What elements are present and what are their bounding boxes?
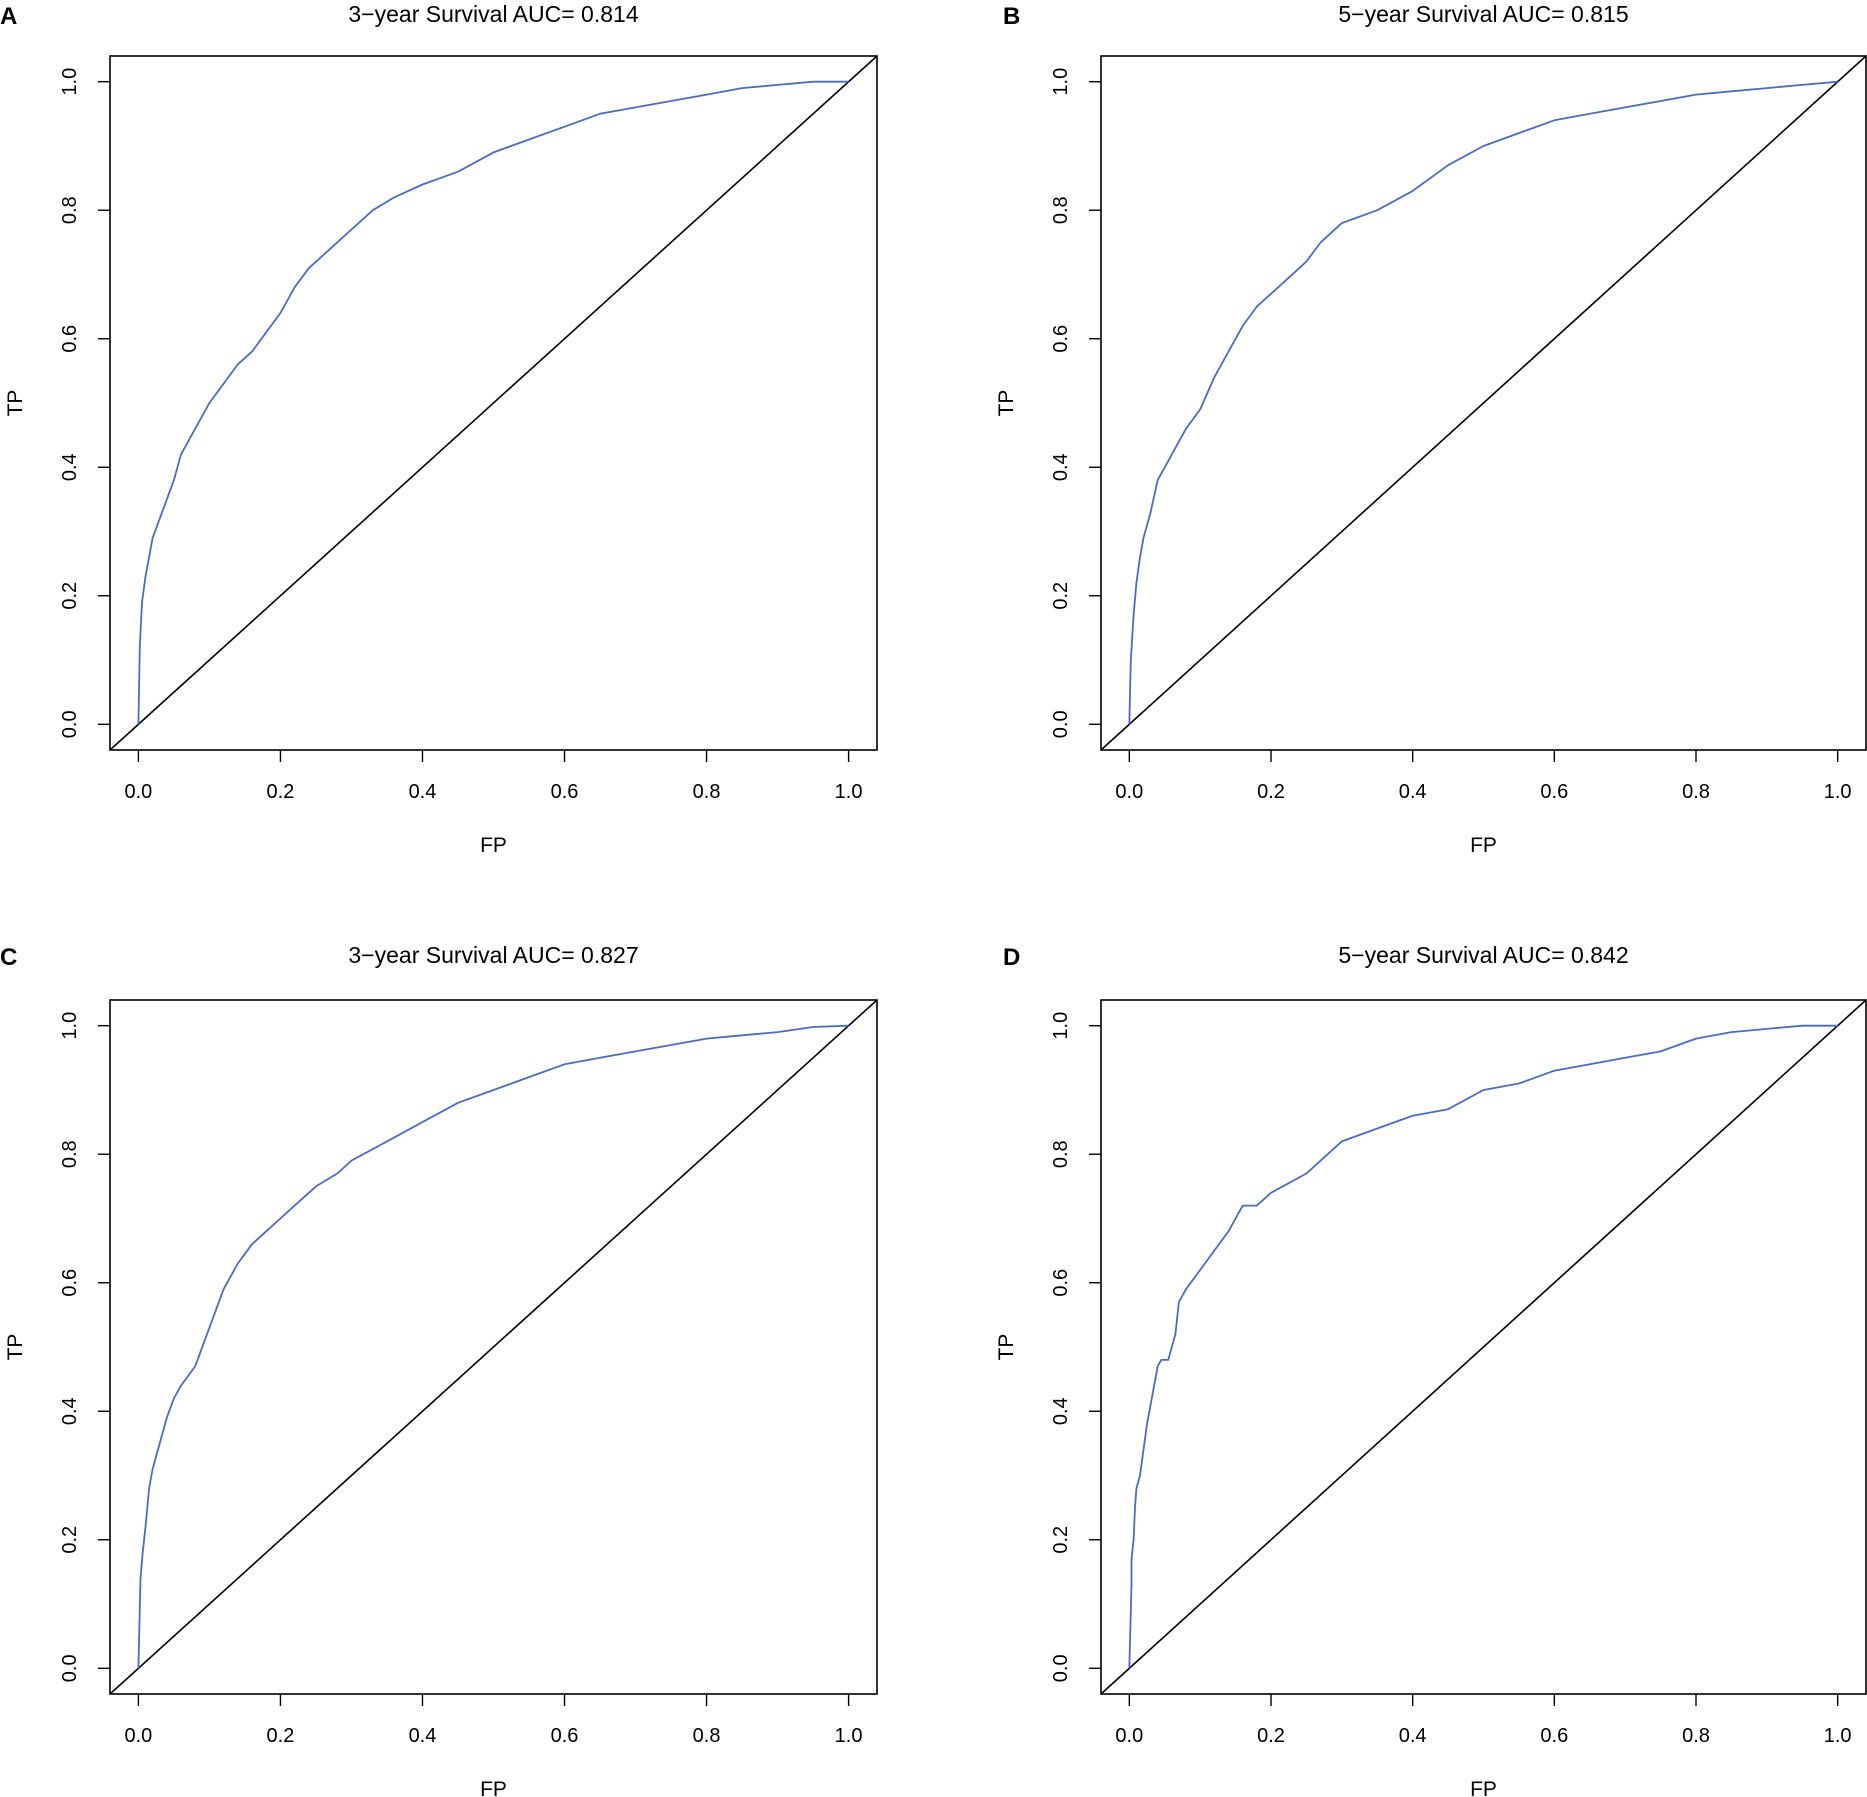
y-tick-label: 0.0 — [1050, 710, 1072, 738]
chart-title: 3−year Survival AUC= 0.814 — [348, 1, 638, 27]
y-tick-label: 0.8 — [59, 196, 81, 224]
y-axis-label: TP — [995, 390, 1018, 417]
x-tick-label: 0.8 — [1682, 1725, 1710, 1747]
x-tick-label: 0.2 — [1257, 1725, 1285, 1747]
y-tick-label: 1.0 — [1050, 68, 1072, 96]
x-tick-label: 0.0 — [125, 781, 153, 803]
y-tick-label: 0.2 — [59, 582, 81, 610]
y-tick-label: 0.6 — [59, 1269, 81, 1297]
plot-frame — [109, 55, 878, 751]
chart-title: 5−year Survival AUC= 0.842 — [1338, 942, 1628, 968]
x-tick-label: 0.2 — [267, 781, 295, 803]
y-tick-label: 1.0 — [1050, 1012, 1072, 1040]
y-tick-label: 0.0 — [59, 710, 81, 738]
x-tick-label: 0.6 — [1540, 1725, 1568, 1747]
x-tick-label: 0.4 — [1399, 1725, 1427, 1747]
x-tick-label: 0.4 — [1399, 781, 1427, 803]
y-tick-label: 0.6 — [1050, 1269, 1072, 1297]
panel-letter: D — [1003, 944, 1020, 971]
x-tick-label: 0.8 — [693, 781, 721, 803]
panel-b: B 5−year Survival AUC= 0.815 0.0 0.2 0.4 0.6 0… — [995, 1, 1867, 857]
x-tick-label: 1.0 — [835, 1725, 863, 1747]
x-tick-label: 0.2 — [267, 1725, 295, 1747]
y-tick-label: 0.2 — [1050, 1526, 1072, 1554]
x-axis-label: FP — [1470, 834, 1497, 857]
y-tick-label: 0.6 — [59, 325, 81, 353]
y-tick-label: 0.0 — [59, 1654, 81, 1682]
x-tick-label: 1.0 — [1824, 1725, 1852, 1747]
x-tick-label: 0.8 — [693, 1725, 721, 1747]
x-tick-label: 0.4 — [409, 1725, 437, 1747]
y-tick-label: 0.8 — [59, 1140, 81, 1168]
x-tick-label: 0.4 — [409, 781, 437, 803]
x-tick-label: 0.6 — [551, 781, 579, 803]
panel-letter: B — [1003, 3, 1020, 30]
x-tick-label: 1.0 — [1824, 781, 1852, 803]
x-axis-label: FP — [1470, 1778, 1497, 1797]
y-tick-label: 0.4 — [1050, 1397, 1072, 1425]
roc-curve — [137, 1024, 849, 1669]
panel-letter: C — [0, 944, 17, 971]
y-tick-label: 0.2 — [1050, 582, 1072, 610]
x-axis-label: FP — [480, 834, 507, 857]
panel-c: C 3−year Survival AUC= 0.827 0.0 0.2 0.4 0.6 0… — [0, 942, 878, 1797]
y-tick-label: 0.4 — [59, 453, 81, 481]
chart-title: 3−year Survival AUC= 0.827 — [348, 942, 638, 968]
roc-curve — [1128, 1024, 1838, 1669]
plot-frame — [1100, 999, 1867, 1695]
x-axis-label: FP — [480, 1778, 507, 1797]
x-tick-label: 0.0 — [1115, 1725, 1143, 1747]
y-tick-label: 0.4 — [59, 1397, 81, 1425]
panel-d: D 5−year Survival AUC= 0.842 0.0 0.2 0.4 0.6 0… — [995, 942, 1867, 1797]
x-tick-label: 1.0 — [835, 781, 863, 803]
y-tick-label: 0.8 — [1050, 196, 1072, 224]
roc-curve — [137, 80, 849, 725]
x-tick-label: 0.0 — [1115, 781, 1143, 803]
reference-diagonal — [110, 56, 877, 750]
roc-curve — [1128, 80, 1838, 725]
chart-title: 5−year Survival AUC= 0.815 — [1338, 1, 1628, 27]
plot-frame — [109, 999, 878, 1695]
reference-diagonal — [1101, 56, 1866, 750]
x-tick-label: 0.6 — [551, 1725, 579, 1747]
y-tick-label: 0.8 — [1050, 1140, 1072, 1168]
y-tick-label: 0.2 — [59, 1526, 81, 1554]
x-tick-label: 0.8 — [1682, 781, 1710, 803]
x-tick-label: 0.6 — [1540, 781, 1568, 803]
y-axis-label: TP — [4, 390, 27, 417]
y-tick-label: 1.0 — [59, 1012, 81, 1040]
y-tick-label: 0.0 — [1050, 1654, 1072, 1682]
y-tick-label: 0.6 — [1050, 325, 1072, 353]
x-tick-label: 0.2 — [1257, 781, 1285, 803]
y-axis-label: TP — [4, 1334, 27, 1361]
y-tick-label: 0.4 — [1050, 453, 1072, 481]
panel-a: A 3−year Survival AUC= 0.814 0.0 0.2 0.4 0.6 0… — [0, 1, 878, 857]
plot-frame — [1100, 55, 1867, 751]
x-tick-label: 0.0 — [125, 1725, 153, 1747]
y-tick-label: 1.0 — [59, 68, 81, 96]
panel-letter: A — [0, 3, 17, 30]
y-axis-label: TP — [995, 1334, 1018, 1361]
reference-diagonal — [1101, 1000, 1866, 1694]
reference-diagonal — [110, 1000, 877, 1694]
